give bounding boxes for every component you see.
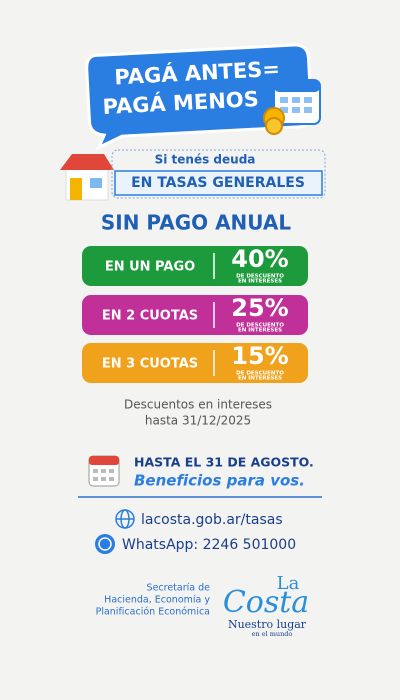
debt-intro: Si tenés deuda [155,153,256,167]
logo-top: La [277,573,300,594]
option-discount: 15% [231,342,288,370]
footnote-line2: hasta 31/12/2025 [145,414,251,428]
option-label: EN 3 CUOTAS [102,357,198,372]
option-note-line2: EN INTERESES [238,376,282,382]
contact-web[interactable]: lacosta.gob.ar/tasas [141,512,283,528]
globe-icon [115,509,135,529]
office-line3: Planificación Económica [96,607,210,618]
option-pill [82,343,308,383]
topic-box [114,170,323,196]
option-label: EN UN PAGO [105,260,195,275]
option-discount: 40% [231,245,288,273]
option-note-line1: DE DESCUENTO [236,371,284,377]
option-note-line1: DE DESCUENTO [236,323,284,329]
deadline-subtitle: Beneficios para vos. [134,472,305,490]
office-line1: Secretaría de [147,583,211,594]
logo-main: Costa [223,585,309,620]
logo-tagline: Nuestro lugar [228,618,307,631]
house-icon [60,154,114,201]
bubble-shape [85,43,313,151]
heading: SIN PAGO ANUAL [101,211,292,235]
option-pill [82,295,308,335]
contact-whatsapp[interactable]: WhatsApp: 2246 501000 [122,537,296,553]
logo-tagline-small: en el mundo [252,630,293,638]
option-note-line2: EN INTERESES [238,328,282,334]
option-pill [82,246,308,286]
debt-topic: EN TASAS GENERALES [131,175,305,191]
debt-box [111,149,326,199]
deadline-calendar-icon [88,455,120,487]
option-note-line1: DE DESCUENTO [236,274,284,280]
office-line2: Hacienda, Economía y [104,595,210,606]
calendar-icon [263,79,321,135]
option-discount: 25% [231,294,288,322]
whatsapp-icon [95,534,115,554]
deadline-title: HASTA EL 31 DE AGOSTO. [134,455,314,470]
header-bubble: PAGÁ ANTES= PAGÁ MENOS [85,43,313,151]
footnote-line1: Descuentos en intereses [124,398,272,412]
option-label: EN 2 CUOTAS [102,309,198,324]
option-note-line2: EN INTERESES [238,279,282,285]
